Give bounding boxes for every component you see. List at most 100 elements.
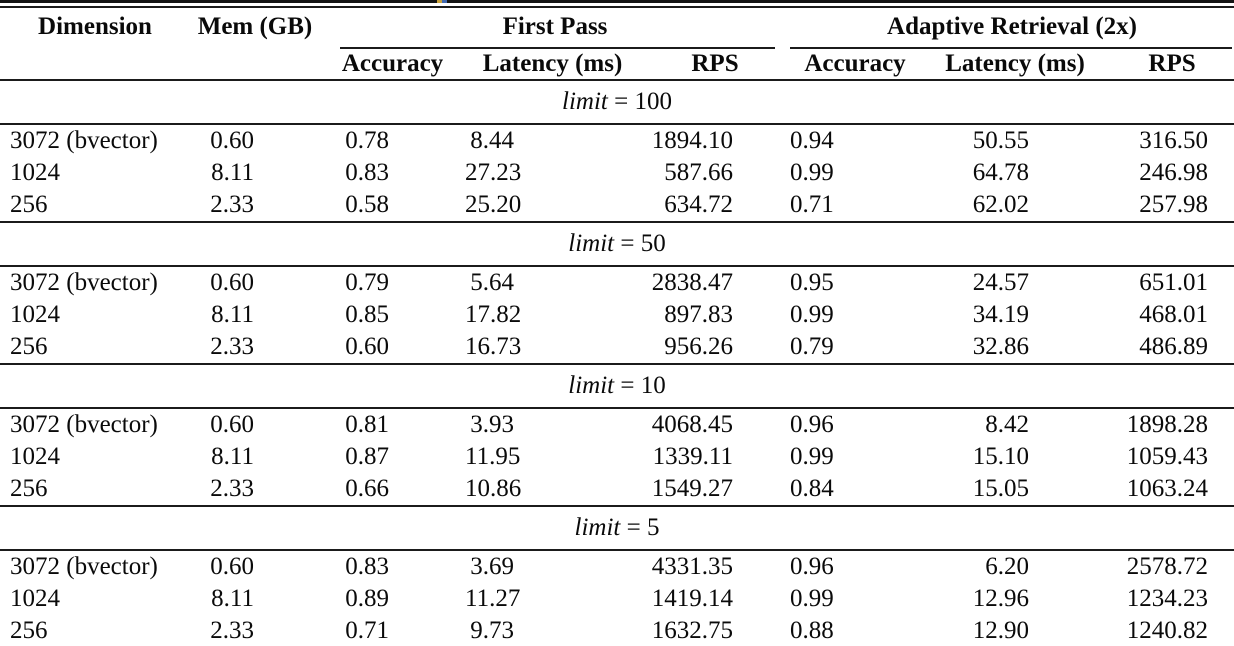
cell-dimension: 3072 (bvector) <box>10 268 158 296</box>
table-body: limit = 100 3072 (bvector) 0.60 0.78 8.4… <box>0 79 1234 646</box>
cell-fp-latency: 11.95 <box>465 442 521 470</box>
cell-ar-accuracy: 0.99 <box>790 584 834 612</box>
cell-fp-rps: 1632.75 <box>640 615 790 646</box>
cell-fp-rps: 1894.10 <box>651 126 733 154</box>
table-row: 1024 8.11 0.85 17.82 897.83 0.99 34.19 4… <box>0 299 1234 331</box>
cell-fp-rps: 1549.27 <box>640 473 790 507</box>
cell-dimension: 1024 <box>10 158 60 186</box>
cell-dimension: 256 <box>0 473 190 507</box>
top-rule-gap <box>0 3 1234 6</box>
cell-dimension: 256 <box>0 189 190 223</box>
cell-ar-latency: 8.42 <box>985 410 1029 438</box>
cell-ar-rps: 1059.43 <box>1126 442 1209 470</box>
header-fp-rps: RPS <box>640 49 790 81</box>
header-fp-latency: Latency (ms) <box>465 49 640 81</box>
cell-fp-accuracy: 0.71 <box>320 615 465 646</box>
header-fp-accuracy: Accuracy <box>320 49 465 81</box>
cell-ar-latency: 15.10 <box>972 442 1029 470</box>
limit-var: limit <box>562 87 608 115</box>
cell-ar-accuracy: 0.99 <box>790 158 834 186</box>
table-row: 1024 8.11 0.87 11.95 1339.11 0.99 15.10 … <box>0 441 1234 473</box>
cell-mem-gb: 2.33 <box>190 189 320 223</box>
cell-fp-rps: 634.72 <box>640 189 790 223</box>
cell-mem-gb: 0.60 <box>210 410 254 438</box>
cell-fp-accuracy: 0.66 <box>320 473 465 507</box>
cell-ar-latency: 15.05 <box>920 473 1110 507</box>
cell-ar-latency: 6.20 <box>985 552 1029 580</box>
cell-ar-rps: 1240.82 <box>1110 615 1234 646</box>
cell-mem-gb: 2.33 <box>190 331 320 365</box>
table-row: 3072 (bvector) 0.60 0.79 5.64 2838.47 0.… <box>0 266 1234 299</box>
header-group-adaptive-retrieval: Adaptive Retrieval (2x) <box>790 8 1234 49</box>
cell-fp-accuracy: 0.60 <box>320 331 465 365</box>
cell-ar-latency: 64.78 <box>972 158 1029 186</box>
cell-mem-gb: 2.33 <box>190 615 320 646</box>
table-row: 256 2.33 0.66 10.86 1549.27 0.84 15.05 1… <box>0 473 1234 507</box>
limit-rest: = 100 <box>614 87 672 115</box>
benchmark-results-table: Dimension Mem (GB) First Pass Adaptive R… <box>0 8 1234 646</box>
cell-fp-rps: 1419.14 <box>651 584 733 612</box>
cell-fp-accuracy: 0.85 <box>345 300 389 328</box>
cell-ar-accuracy: 0.71 <box>790 189 920 223</box>
cell-fp-latency: 10.86 <box>465 473 640 507</box>
cell-mem-gb: 0.60 <box>210 268 254 296</box>
limit-rest: = 50 <box>620 229 666 257</box>
table-row: 3072 (bvector) 0.60 0.78 8.44 1894.10 0.… <box>0 124 1234 157</box>
table-row: 1024 8.11 0.89 11.27 1419.14 0.99 12.96 … <box>0 583 1234 615</box>
limit-section-row: limit = 5 <box>0 505 1234 551</box>
cell-mem-gb: 8.11 <box>211 584 254 612</box>
header-ar-rps: RPS <box>1110 49 1234 81</box>
cell-mem-gb: 0.60 <box>210 552 254 580</box>
table-header: Dimension Mem (GB) First Pass Adaptive R… <box>0 8 1234 81</box>
cell-ar-rps: 486.89 <box>1110 331 1234 365</box>
limit-var: limit <box>568 371 615 399</box>
cell-dimension: 3072 (bvector) <box>10 126 158 154</box>
cell-fp-accuracy: 0.83 <box>345 158 389 186</box>
cell-fp-rps: 587.66 <box>664 158 733 186</box>
cell-fp-accuracy: 0.83 <box>345 552 389 580</box>
cell-ar-accuracy: 0.79 <box>790 331 920 365</box>
limit-section-label: limit = 10 <box>0 363 1234 409</box>
cell-dimension: 256 <box>0 331 190 365</box>
table-row: 3072 (bvector) 0.60 0.81 3.93 4068.45 0.… <box>0 408 1234 441</box>
cell-fp-latency: 3.93 <box>470 410 514 438</box>
cell-fp-accuracy: 0.78 <box>345 126 389 154</box>
cell-dimension: 256 <box>0 615 190 646</box>
header-mem-gb: Mem (GB) <box>197 13 313 40</box>
cell-fp-rps: 4331.35 <box>651 552 733 580</box>
cell-ar-rps: 468.01 <box>1139 300 1209 328</box>
cell-fp-accuracy: 0.79 <box>345 268 389 296</box>
limit-section-label: limit = 50 <box>0 221 1234 267</box>
cell-fp-latency: 3.69 <box>470 552 514 580</box>
cell-fp-latency: 8.44 <box>470 126 514 154</box>
cell-fp-latency: 17.82 <box>465 300 522 328</box>
cell-ar-latency: 32.86 <box>920 331 1110 365</box>
cell-fp-rps: 4068.45 <box>651 410 733 438</box>
table-row: 256 2.33 0.58 25.20 634.72 0.71 62.02 25… <box>0 189 1234 223</box>
header-dimension: Dimension <box>38 13 152 40</box>
cell-fp-accuracy: 0.87 <box>345 442 389 470</box>
cell-dimension: 1024 <box>10 300 60 328</box>
cell-fp-accuracy: 0.81 <box>345 410 389 438</box>
cell-ar-accuracy: 0.96 <box>790 410 834 438</box>
top-rule-thin <box>0 6 1234 8</box>
cell-ar-accuracy: 0.94 <box>790 126 834 154</box>
table-row: 1024 8.11 0.83 27.23 587.66 0.99 64.78 2… <box>0 157 1234 189</box>
limit-section-row: limit = 10 <box>0 363 1234 409</box>
limit-section-row: limit = 100 <box>0 79 1234 125</box>
cell-dimension: 1024 <box>10 584 60 612</box>
limit-var: limit <box>568 229 615 257</box>
cell-ar-latency: 34.19 <box>972 300 1029 328</box>
cell-fp-accuracy: 0.58 <box>320 189 465 223</box>
cell-dimension: 3072 (bvector) <box>10 410 158 438</box>
limit-section-label: limit = 100 <box>0 79 1234 125</box>
cell-fp-rps: 956.26 <box>640 331 790 365</box>
limit-rest: = 5 <box>626 513 660 541</box>
cell-dimension: 1024 <box>10 442 60 470</box>
cell-ar-rps: 316.50 <box>1139 126 1209 154</box>
cell-mem-gb: 8.11 <box>211 158 254 186</box>
table-row: 3072 (bvector) 0.60 0.83 3.69 4331.35 0.… <box>0 550 1234 583</box>
table-row: 256 2.33 0.60 16.73 956.26 0.79 32.86 48… <box>0 331 1234 365</box>
cell-ar-rps: 1063.24 <box>1110 473 1234 507</box>
